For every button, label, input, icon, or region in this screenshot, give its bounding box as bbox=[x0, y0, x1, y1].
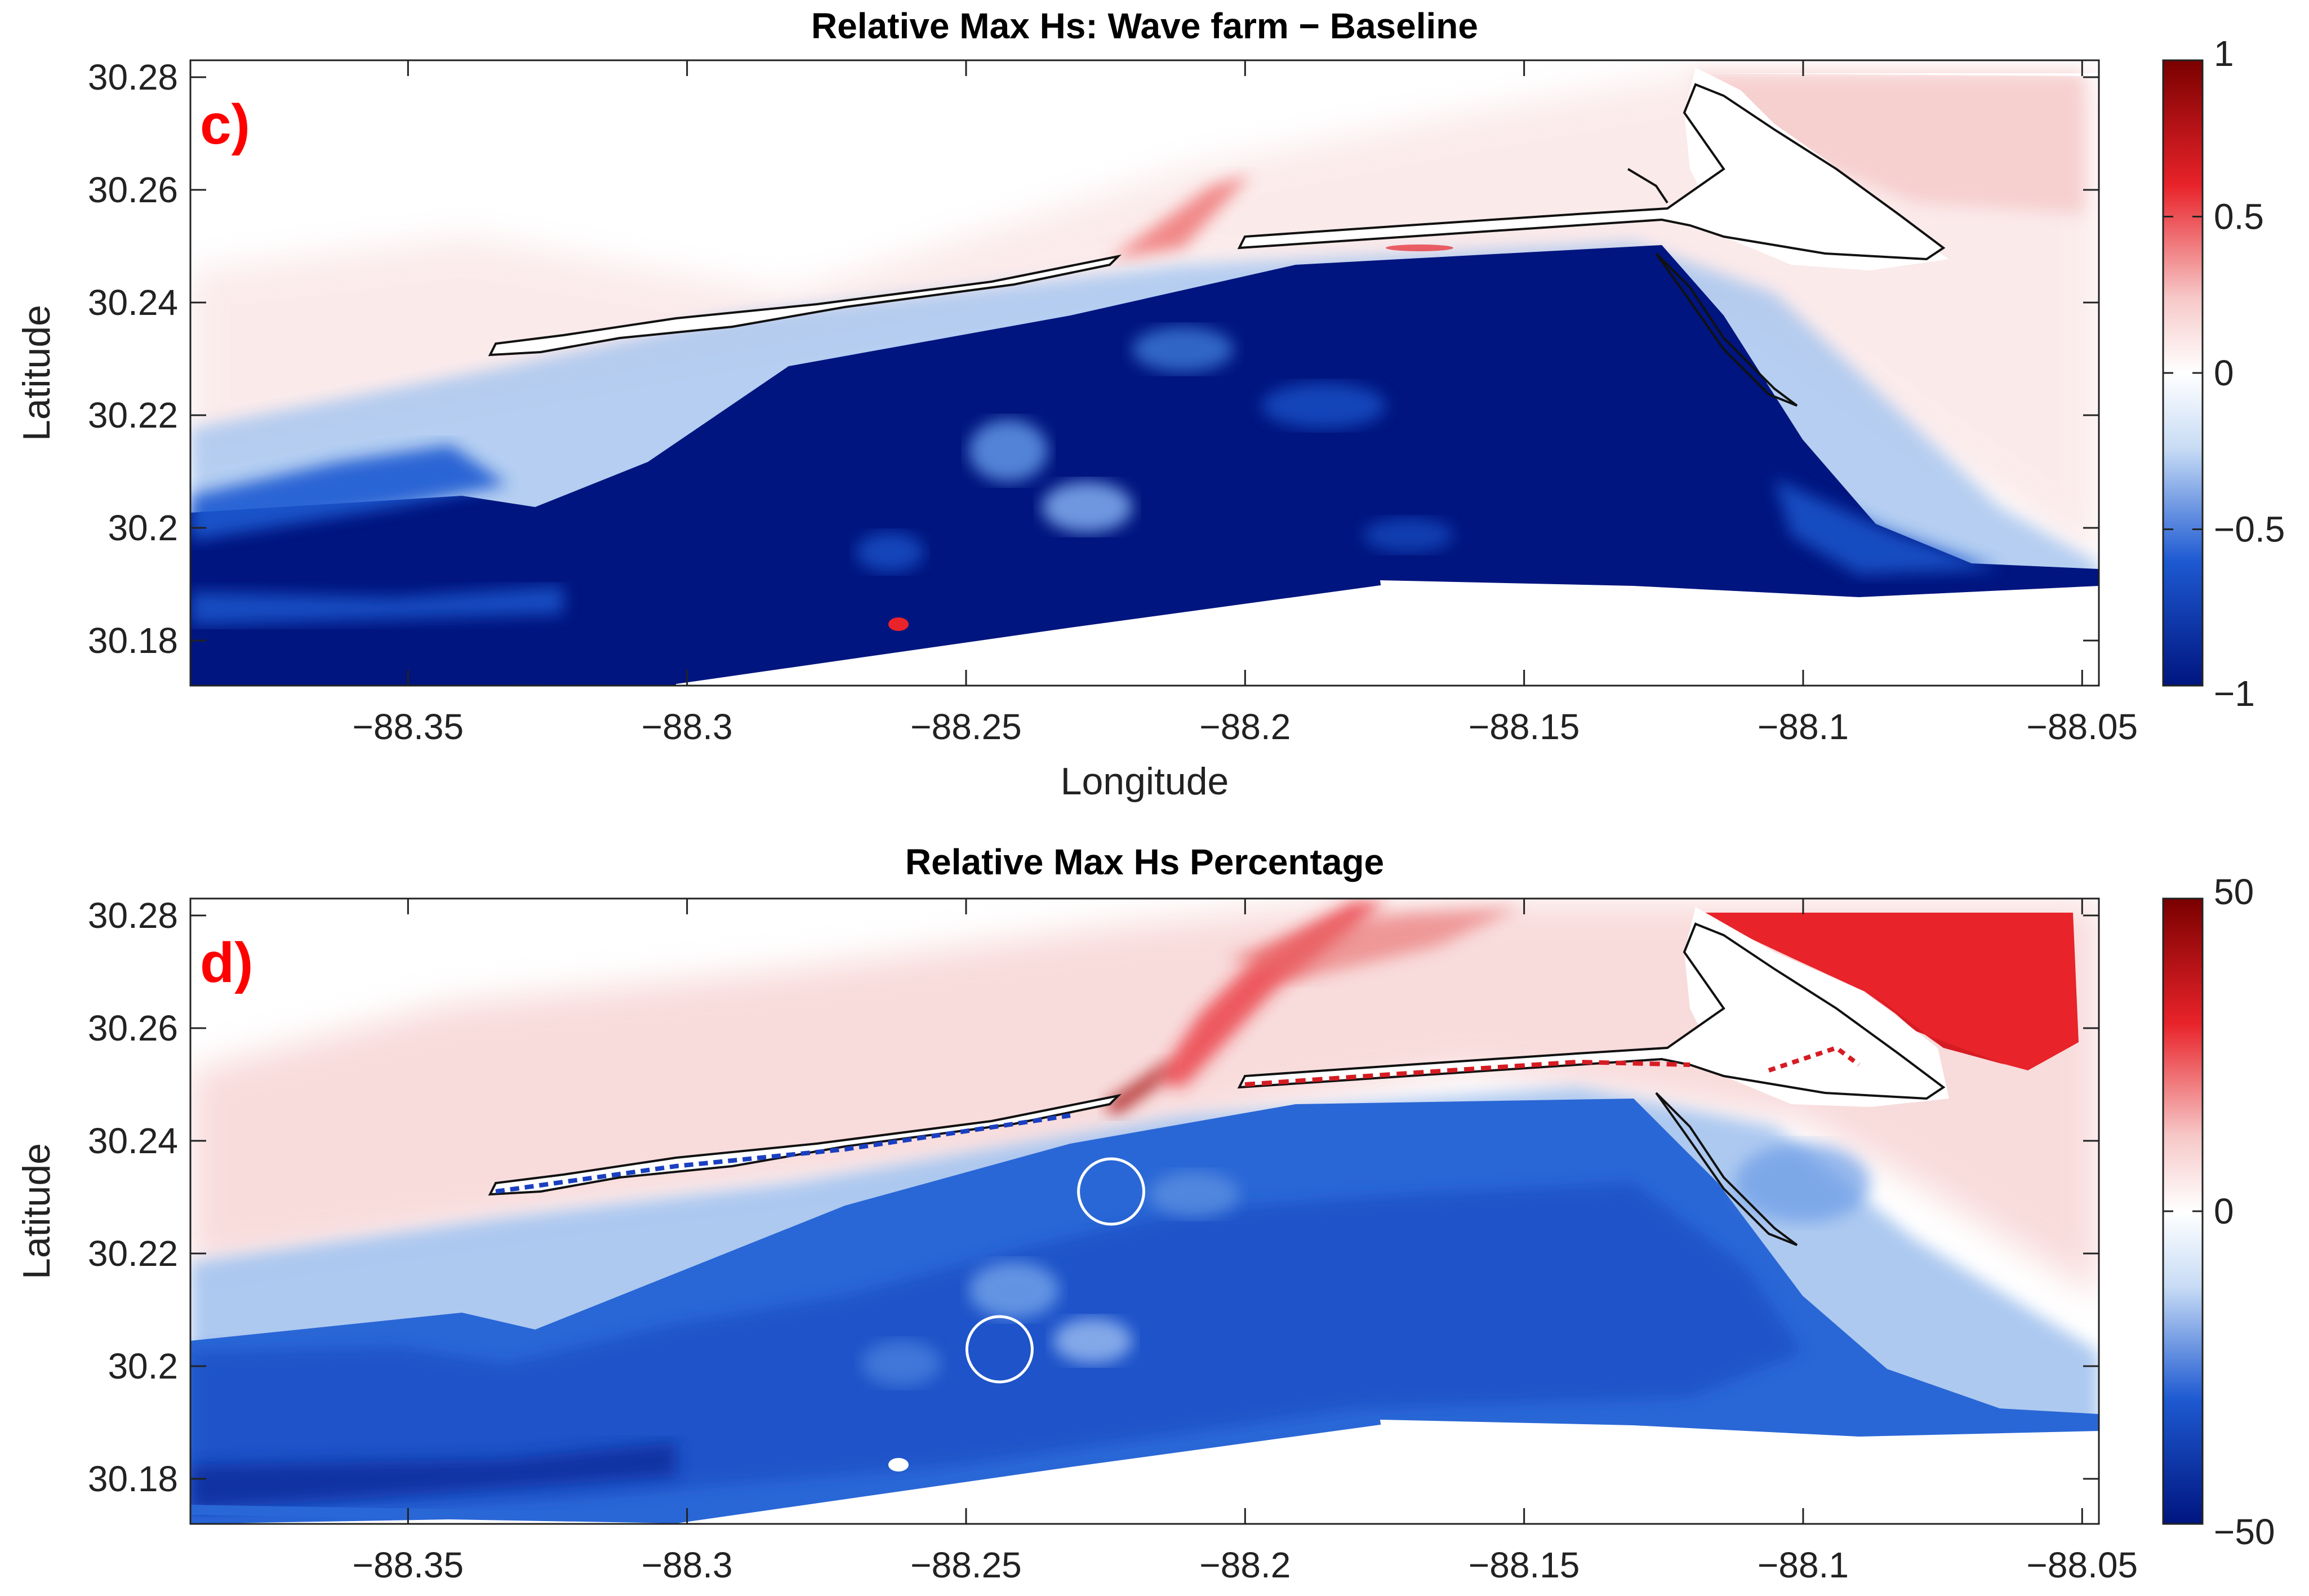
panel-c-colorbar-ticks: 1 0.5 0 −0.5 −1 bbox=[2163, 33, 2285, 714]
x-tick-label: −88.25 bbox=[910, 1545, 1022, 1585]
panel-d-colorbar-ticks: 50 0 −50 bbox=[2163, 872, 2275, 1552]
panel-c: Relative Max Hs: Wave farm − Baseline bbox=[15, 6, 2285, 803]
colorbar-tick-label: 50 bbox=[2214, 872, 2254, 912]
x-tick-label: −88.35 bbox=[353, 1545, 464, 1585]
panel-c-ylabel: Latitude bbox=[15, 305, 58, 441]
colorbar-tick-label: 1 bbox=[2214, 33, 2234, 74]
y-tick-label: 30.22 bbox=[88, 1233, 178, 1274]
panel-d-turbine-markers bbox=[965, 1157, 1146, 1384]
colorbar-tick-label: 0.5 bbox=[2214, 197, 2264, 237]
y-tick-label: 30.28 bbox=[88, 895, 178, 936]
colorbar-tick-label: 0 bbox=[2214, 1191, 2234, 1232]
panel-c-title: Relative Max Hs: Wave farm − Baseline bbox=[811, 6, 1478, 46]
x-tick-label: −88.05 bbox=[2027, 1545, 2138, 1585]
colorbar-tick-label: −1 bbox=[2214, 673, 2255, 714]
y-tick-label: 30.26 bbox=[88, 1008, 178, 1048]
x-tick-label: −88.15 bbox=[1469, 1545, 1580, 1585]
colorbar-tick-label: −50 bbox=[2214, 1511, 2275, 1552]
x-tick-label: −88.25 bbox=[910, 706, 1022, 747]
panel-d-field bbox=[190, 899, 2099, 1524]
panel-d-title: Relative Max Hs Percentage bbox=[905, 842, 1384, 882]
x-tick-label: −88.05 bbox=[2027, 706, 2138, 747]
x-tick-label: −88.35 bbox=[353, 706, 464, 747]
x-tick-label: −88.3 bbox=[642, 706, 733, 747]
panel-d-ylabel: Latitude bbox=[15, 1143, 58, 1279]
x-tick-label: −88.1 bbox=[1758, 1545, 1849, 1585]
y-tick-label: 30.18 bbox=[88, 1459, 178, 1499]
y-tick-label: 30.18 bbox=[88, 620, 178, 661]
panel-c-y-ticks: 30.28 30.26 30.24 30.22 30.2 30.18 bbox=[88, 57, 2099, 661]
y-tick-label: 30.2 bbox=[108, 508, 178, 548]
y-tick-label: 30.22 bbox=[88, 395, 178, 435]
x-tick-label: −88.2 bbox=[1199, 1545, 1291, 1585]
turbine-circle-marker bbox=[965, 1315, 1034, 1384]
x-tick-label: −88.2 bbox=[1199, 706, 1291, 747]
turbine-circle-marker bbox=[1077, 1157, 1146, 1226]
panel-c-x-ticks: −88.35 −88.3 −88.25 −88.2 −88.15 −88.1 −88.05 bbox=[353, 60, 2138, 747]
y-tick-label: 30.26 bbox=[88, 170, 178, 210]
x-tick-label: −88.15 bbox=[1469, 706, 1580, 747]
colorbar-tick-label: 0 bbox=[2214, 353, 2234, 393]
panel-c-field bbox=[190, 60, 2099, 686]
colorbar-tick-label: −0.5 bbox=[2214, 509, 2285, 550]
panel-d-y-ticks: 30.28 30.26 30.24 30.22 30.2 30.18 bbox=[88, 895, 2099, 1499]
panel-d-label: d) bbox=[200, 931, 253, 994]
y-tick-label: 30.24 bbox=[88, 282, 178, 323]
x-tick-label: −88.3 bbox=[642, 1545, 733, 1585]
panel-d: Relative Max Hs Percentage bbox=[15, 842, 2275, 1585]
y-tick-label: 30.28 bbox=[88, 57, 178, 97]
panel-c-label: c) bbox=[200, 93, 250, 156]
x-tick-label: −88.1 bbox=[1758, 706, 1849, 747]
y-tick-label: 30.24 bbox=[88, 1121, 178, 1161]
y-tick-label: 30.2 bbox=[108, 1346, 178, 1386]
panel-d-x-ticks: −88.35 −88.3 −88.25 −88.2 −88.15 −88.1 −88.05 bbox=[353, 899, 2138, 1585]
panel-c-xlabel: Longitude bbox=[1061, 760, 1229, 803]
